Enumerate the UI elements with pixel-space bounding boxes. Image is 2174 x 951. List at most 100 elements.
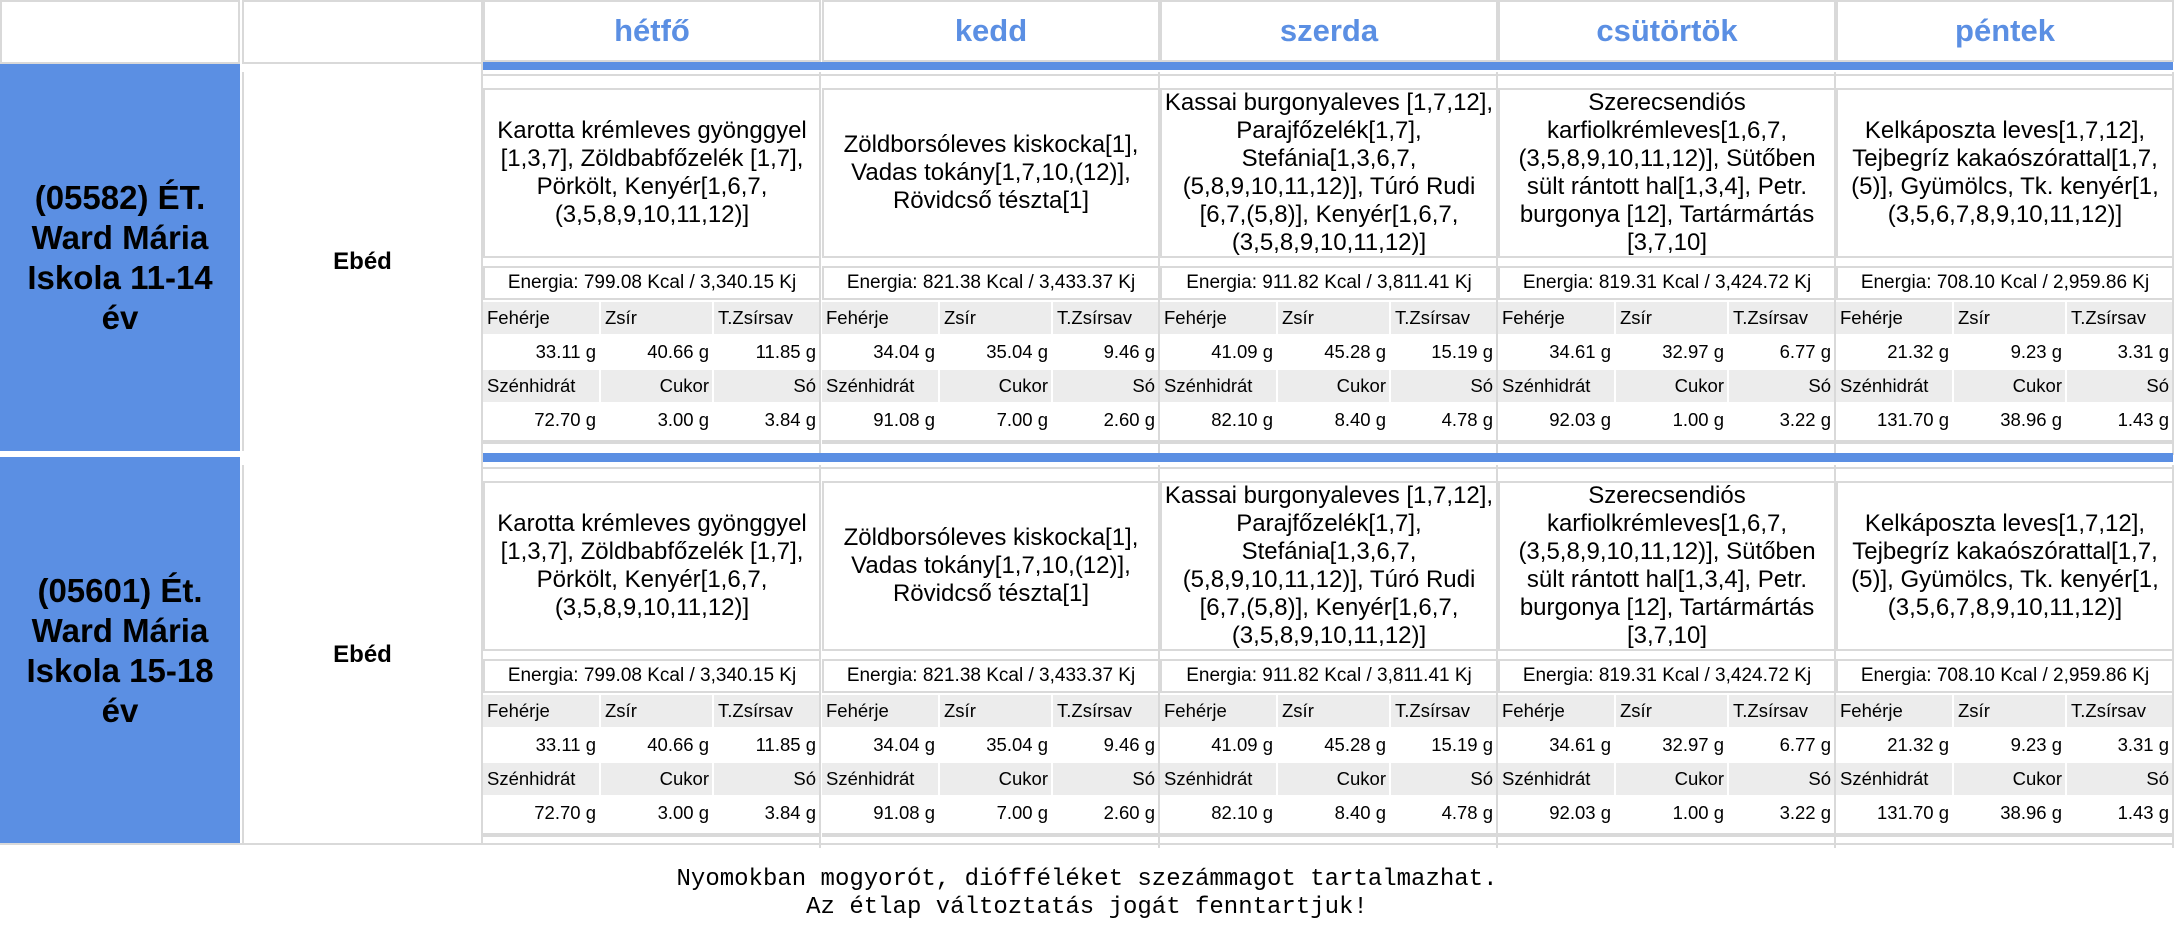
nutrient-label: Só xyxy=(2067,763,2172,795)
nutrient-value: 3.31 g xyxy=(2067,336,2172,368)
nutrient-label: Só xyxy=(1729,370,1834,402)
nutrient-value: 4.78 g xyxy=(1391,797,1496,829)
nutrient-value: 72.70 g xyxy=(483,797,599,829)
row-divider xyxy=(1498,440,1836,444)
nutrient-label: Fehérje xyxy=(822,695,938,727)
menu-text: Kassai burgonyaleves [1,7,12], Parajfőze… xyxy=(1160,88,1498,258)
nutrient-value: 3.00 g xyxy=(601,404,712,436)
nutrient-value: 15.19 g xyxy=(1391,336,1496,368)
nutrient-label: Cukor xyxy=(940,763,1051,795)
column-divider xyxy=(1496,465,1498,848)
menu-items: Kelkáposzta leves[1,7,12], Tejbegríz kak… xyxy=(1851,510,2159,621)
nutrient-label: T.Zsírsav xyxy=(1053,695,1158,727)
menu-text: Szerecsendiós karfiolkrémleves[1,6,7, (3… xyxy=(1498,88,1836,258)
nutrient-value: 35.04 g xyxy=(940,336,1051,368)
nutrient-value: 45.28 g xyxy=(1278,336,1389,368)
column-divider xyxy=(1158,72,1160,455)
nutrient-label: Szénhidrát xyxy=(822,370,938,402)
nutrient-value: 92.03 g xyxy=(1498,404,1614,436)
nutrient-value: 34.04 g xyxy=(822,336,938,368)
energy-value: Energia: 819.31 Kcal / 3,424.72 Kj xyxy=(1498,266,1836,300)
nutrient-value: 34.61 g xyxy=(1498,729,1614,761)
nutrient-label: Cukor xyxy=(940,370,1051,402)
group-divider xyxy=(483,453,2173,462)
nutrient-label: Szénhidrát xyxy=(1498,763,1614,795)
nutrient-value: 41.09 g xyxy=(1160,336,1276,368)
menu-text: Karotta krémleves gyönggyel [1,3,7], Zöl… xyxy=(483,481,821,651)
nutrient-label: Cukor xyxy=(601,370,712,402)
nutrient-label: T.Zsírsav xyxy=(2067,302,2172,334)
nutrient-value: 72.70 g xyxy=(483,404,599,436)
nutrient-value: 6.77 g xyxy=(1729,336,1834,368)
day-header: csütörtök xyxy=(1498,0,1836,62)
nutrient-value: 9.23 g xyxy=(1954,729,2065,761)
nutrient-value: 131.70 g xyxy=(1836,797,1952,829)
energy-value: Energia: 821.38 Kcal / 3,433.37 Kj xyxy=(822,659,1160,693)
menu-text: Zöldborsóleves kiskocka[1], Vadas tokány… xyxy=(822,481,1160,651)
day-header: kedd xyxy=(822,0,1160,62)
row-divider xyxy=(822,833,1160,837)
row-divider xyxy=(1160,833,1498,837)
nutrient-value: 3.84 g xyxy=(714,797,819,829)
row-divider xyxy=(483,833,821,837)
column-divider xyxy=(481,0,483,845)
energy-value: Energia: 799.08 Kcal / 3,340.15 Kj xyxy=(483,266,821,300)
menu-items: Zöldborsóleves kiskocka[1], Vadas tokány… xyxy=(843,131,1139,214)
nutrient-label: Zsír xyxy=(1954,695,2065,727)
nutrient-value: 32.97 g xyxy=(1616,729,1727,761)
energy-value: Energia: 911.82 Kcal / 3,811.41 Kj xyxy=(1160,659,1498,693)
nutrient-label: Zsír xyxy=(1616,302,1727,334)
column-divider xyxy=(1834,72,1836,455)
corner-cell xyxy=(0,0,240,64)
menu-items: Karotta krémleves gyönggyel [1,3,7], Zöl… xyxy=(497,510,807,621)
column-divider xyxy=(819,465,821,848)
table-bottom-border xyxy=(0,843,2174,845)
column-divider xyxy=(1158,465,1160,848)
change-notice: Az étlap változtatás jogát fenntartjuk! xyxy=(806,894,1368,921)
row-divider xyxy=(822,440,1160,444)
nutrient-value: 1.00 g xyxy=(1616,404,1727,436)
menu-items: Kassai burgonyaleves [1,7,12], Parajfőze… xyxy=(1164,89,1494,256)
menu-table: hétfő kedd szerda csütörtök péntek (05582) ÉT… xyxy=(0,0,2174,848)
day-header: hétfő xyxy=(483,0,821,62)
nutrient-value: 38.96 g xyxy=(1954,404,2065,436)
menu-items: Zöldborsóleves kiskocka[1], Vadas tokány… xyxy=(843,524,1139,607)
energy-value: Energia: 708.10 Kcal / 2,959.86 Kj xyxy=(1836,266,2174,300)
energy-value: Energia: 819.31 Kcal / 3,424.72 Kj xyxy=(1498,659,1836,693)
nutrient-label: Fehérje xyxy=(1498,695,1614,727)
nutrient-label: Szénhidrát xyxy=(1160,370,1276,402)
nutrient-value: 82.10 g xyxy=(1160,797,1276,829)
nutrient-label: Fehérje xyxy=(822,302,938,334)
nutrient-label: T.Zsírsav xyxy=(1391,695,1496,727)
nutrient-label: Fehérje xyxy=(1160,695,1276,727)
column-divider xyxy=(1496,72,1498,455)
school-name: (05601) Ét. Ward Mária Iskola 15-18 év xyxy=(0,457,240,844)
nutrient-value: 8.40 g xyxy=(1278,797,1389,829)
nutrient-label: Zsír xyxy=(940,695,1051,727)
nutrient-value: 9.23 g xyxy=(1954,336,2065,368)
nutrient-value: 11.85 g xyxy=(714,336,819,368)
nutrient-value: 2.60 g xyxy=(1053,797,1158,829)
allergen-note: Nyomokban mogyorót, diófféléket szezámma… xyxy=(676,866,1498,893)
day-header: szerda xyxy=(1160,0,1498,62)
nutrient-value: 92.03 g xyxy=(1498,797,1614,829)
nutrient-label: Szénhidrát xyxy=(483,763,599,795)
menu-items: Kassai burgonyaleves [1,7,12], Parajfőze… xyxy=(1164,482,1494,649)
nutrient-value: 32.97 g xyxy=(1616,336,1727,368)
meal-label: Ebéd xyxy=(242,72,483,451)
nutrient-label: Fehérje xyxy=(483,695,599,727)
nutrient-label: Szénhidrát xyxy=(822,763,938,795)
row-divider xyxy=(1498,833,1836,837)
nutrient-value: 34.61 g xyxy=(1498,336,1614,368)
column-divider xyxy=(2172,465,2174,848)
menu-items: Kelkáposzta leves[1,7,12], Tejbegríz kak… xyxy=(1851,117,2159,228)
nutrient-value: 1.43 g xyxy=(2067,797,2172,829)
nutrient-label: T.Zsírsav xyxy=(1729,695,1834,727)
menu-text: Kelkáposzta leves[1,7,12], Tejbegríz kak… xyxy=(1836,88,2174,258)
energy-value: Energia: 708.10 Kcal / 2,959.86 Kj xyxy=(1836,659,2174,693)
nutrient-label: T.Zsírsav xyxy=(714,695,819,727)
nutrient-label: Só xyxy=(1729,763,1834,795)
nutrient-value: 8.40 g xyxy=(1278,404,1389,436)
nutrient-label: T.Zsírsav xyxy=(2067,695,2172,727)
nutrient-value: 40.66 g xyxy=(601,729,712,761)
